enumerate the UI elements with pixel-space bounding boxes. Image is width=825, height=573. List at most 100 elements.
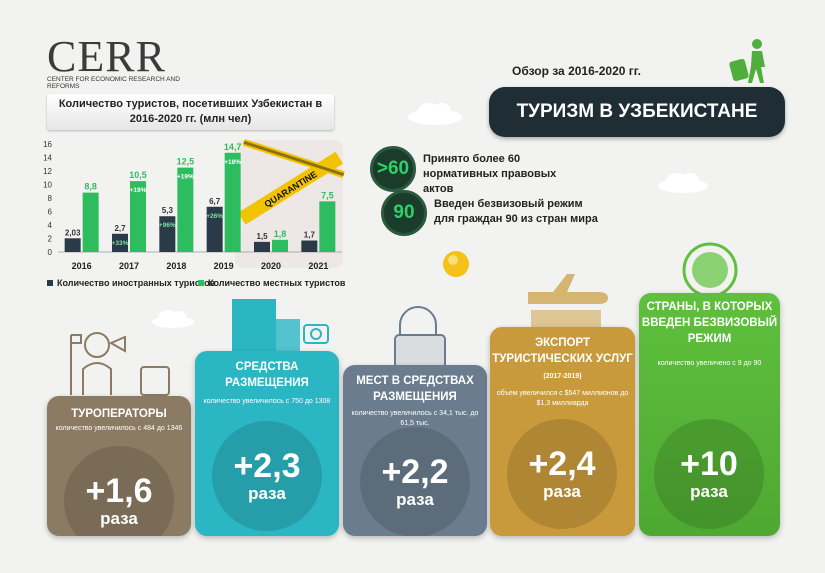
traveler-icon	[729, 39, 765, 83]
y-tick-label: 16	[43, 140, 52, 149]
bars-group: 2,03 8,8 2,7 +33% 10,5 +19% 5,3 +96% 12,5 +19% 6,7…	[64, 142, 336, 252]
card-unit: раза	[396, 490, 434, 509]
x-axis: 2016 2017 2018 2019 2020 2021	[72, 261, 329, 271]
y-axis: 0 2 4 6 8 10 12 14 16	[43, 140, 342, 257]
bar-value-label: 7,5	[321, 190, 334, 200]
bar-foreign-2020	[254, 241, 270, 252]
bar-value-label: 1,7	[304, 231, 316, 240]
globe-icon	[682, 242, 738, 298]
cerr-logo: CERR	[47, 32, 166, 81]
card-accommodation: СРЕДСТВА РАЗМЕЩЕНИЯ количество увеличило…	[195, 351, 339, 536]
card-title: СРЕДСТВА РАЗМЕЩЕНИЯ	[225, 361, 309, 389]
cerr-logo-subtitle: Center for Economic Research and Reforms	[47, 76, 180, 90]
bar-foreign-2018	[159, 216, 176, 252]
card-value-circle: +2,3 раза	[212, 421, 322, 531]
y-tick-label: 14	[43, 154, 52, 163]
y-tick-label: 2	[48, 235, 53, 244]
y-tick-label: 10	[43, 181, 52, 190]
bar-local-2019	[224, 152, 241, 252]
bar-value-label: 12,5	[177, 157, 195, 167]
bar-value-label: 14,7	[224, 142, 242, 152]
card-title: МЕСТ В СРЕДСТВАХ РАЗМЕЩЕНИЯ	[356, 375, 474, 403]
card-value: +2,4	[528, 445, 596, 483]
bar-local-2021	[319, 201, 336, 252]
growth-label: +96%	[159, 222, 176, 229]
bar-value-label: 2,03	[65, 228, 81, 237]
x-tick-label: 2016	[72, 261, 92, 271]
y-tick-label: 4	[48, 221, 53, 230]
growth-label: +18%	[224, 159, 241, 166]
growth-label: +19%	[177, 174, 194, 181]
card-unit: раза	[100, 509, 138, 528]
card-period: (2017-2019)	[543, 373, 582, 380]
card-subtitle: количество увеличилось с 484 до 1346	[55, 425, 183, 432]
bar-local-2017	[130, 181, 146, 252]
card-value-circle: +2,2 раза	[360, 427, 470, 536]
x-tick-label: 2019	[214, 261, 234, 271]
fact-text-visa: Введен безвизовый режим для граждан 90 и…	[434, 198, 598, 225]
legend-label-foreign: Количество иностранных туристов	[57, 278, 216, 288]
card-subtitle: количество увеличилось с 34,1 тыс. до 61…	[351, 410, 479, 427]
cloud-icon	[152, 310, 194, 328]
card-tour-operators: ТУРОПЕРАТОРЫ количество увеличилось с 48…	[47, 396, 191, 536]
bar-foreign-2017	[112, 233, 128, 252]
card-value-circle: +1,6 раза	[64, 446, 174, 536]
legend-foreign: Количество иностранных туристов	[47, 278, 215, 288]
card-title: ЭКСПОРТ ТУРИСТИЧЕСКИХ УСЛУГ	[492, 337, 633, 365]
bar-value-label: 6,7	[209, 197, 221, 206]
card-tourism-export: ЭКСПОРТ ТУРИСТИЧЕСКИХ УСЛУГ (2017-2019) …	[490, 327, 635, 536]
y-tick-label: 8	[48, 194, 53, 203]
bar-value-label: 8,8	[84, 182, 97, 192]
bar-foreign-2016	[64, 238, 81, 252]
bar-value-label: 5,3	[162, 206, 174, 215]
hotel-icon	[232, 299, 329, 355]
period-label: Обзор за 2016-2020 гг.	[512, 64, 641, 78]
legend-swatch-local	[198, 280, 204, 286]
card-value: +2,3	[233, 447, 301, 485]
card-value-circle: +2,4 раза	[507, 419, 617, 529]
growth-label: +33%	[112, 240, 129, 247]
fact-text-laws: Принято более 60 нормативных правовых ак…	[423, 153, 557, 195]
cloud-icon	[658, 173, 708, 193]
bar-foreign-2019	[206, 206, 223, 252]
sun-icon	[443, 251, 469, 277]
tour-guide-icon	[70, 332, 170, 396]
card-unit: раза	[690, 482, 728, 501]
card-subtitle: количество увеличено с 9 до 90	[657, 360, 762, 367]
card-value: +2,2	[381, 453, 449, 491]
y-tick-label: 12	[43, 167, 52, 176]
bar-value-label: 2,7	[114, 224, 126, 233]
x-tick-label: 2018	[166, 261, 186, 271]
quarantine-tape-2	[242, 138, 345, 179]
cloud-icon	[408, 103, 462, 125]
legend-swatch-foreign	[47, 280, 53, 286]
growth-label: +26%	[206, 213, 223, 220]
bar-local-2018	[177, 167, 194, 252]
x-tick-label: 2017	[119, 261, 139, 271]
fact-badge-laws: >60	[370, 146, 416, 192]
main-title: ТУРИЗМ В УЗБЕКИСТАНЕ	[489, 87, 785, 137]
y-tick-label: 6	[48, 208, 53, 217]
growth-label: +19%	[130, 187, 147, 194]
y-tick-label: 0	[48, 248, 53, 257]
fact-badge-visa: 90	[381, 190, 427, 236]
chart-title: Количество туристов, посетивших Узбекист…	[47, 94, 334, 130]
card-value-circle: +10 раза	[654, 419, 764, 529]
legend-local: Количество местных туристов	[198, 278, 345, 288]
airplane-icon	[528, 274, 608, 330]
card-accommodation-places: МЕСТ В СРЕДСТВАХ РАЗМЕЩЕНИЯ количество у…	[343, 365, 487, 536]
room-key-icon	[394, 306, 446, 368]
bar-foreign-2021	[301, 240, 318, 252]
x-tick-label: 2020	[261, 261, 281, 271]
bar-value-label: 1,5	[256, 232, 268, 241]
legend-label-local: Количество местных туристов	[208, 278, 346, 288]
card-title: СТРАНЫ, В КОТОРЫХ ВВЕДЕН БЕЗВИЗОВЫЙ РЕЖИ…	[641, 301, 778, 345]
card-visa-free-countries: СТРАНЫ, В КОТОРЫХ ВВЕДЕН БЕЗВИЗОВЫЙ РЕЖИ…	[639, 293, 780, 536]
x-tick-label: 2021	[308, 261, 328, 271]
card-unit: раза	[543, 482, 581, 501]
card-value: +10	[680, 445, 738, 483]
card-title: ТУРОПЕРАТОРЫ	[71, 408, 167, 420]
card-value: +1,6	[85, 472, 153, 510]
